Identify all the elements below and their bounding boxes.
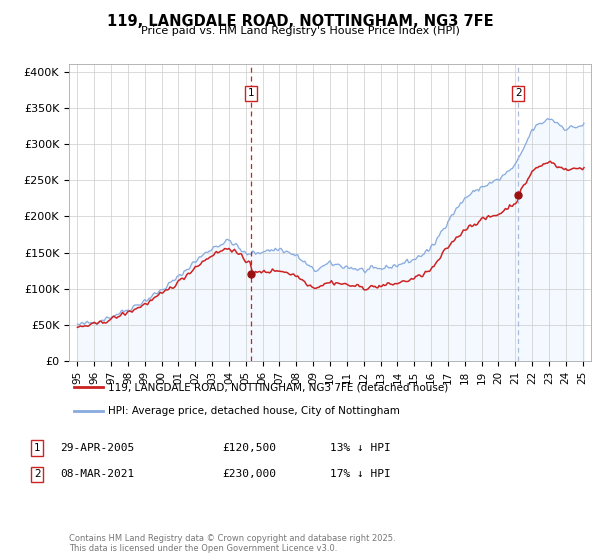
Text: 119, LANGDALE ROAD, NOTTINGHAM, NG3 7FE: 119, LANGDALE ROAD, NOTTINGHAM, NG3 7FE (107, 14, 493, 29)
Text: £120,500: £120,500 (222, 443, 276, 453)
Text: 08-MAR-2021: 08-MAR-2021 (60, 469, 134, 479)
Text: 1: 1 (248, 88, 254, 99)
Text: Price paid vs. HM Land Registry's House Price Index (HPI): Price paid vs. HM Land Registry's House … (140, 26, 460, 36)
Text: 2: 2 (515, 88, 521, 99)
Text: Contains HM Land Registry data © Crown copyright and database right 2025.
This d: Contains HM Land Registry data © Crown c… (69, 534, 395, 553)
Text: 1: 1 (34, 443, 41, 453)
Text: 17% ↓ HPI: 17% ↓ HPI (330, 469, 391, 479)
Text: 2: 2 (34, 469, 41, 479)
Text: £230,000: £230,000 (222, 469, 276, 479)
Text: 13% ↓ HPI: 13% ↓ HPI (330, 443, 391, 453)
Text: 119, LANGDALE ROAD, NOTTINGHAM, NG3 7FE (detached house): 119, LANGDALE ROAD, NOTTINGHAM, NG3 7FE … (108, 382, 448, 392)
Text: 29-APR-2005: 29-APR-2005 (60, 443, 134, 453)
Text: HPI: Average price, detached house, City of Nottingham: HPI: Average price, detached house, City… (108, 406, 400, 416)
